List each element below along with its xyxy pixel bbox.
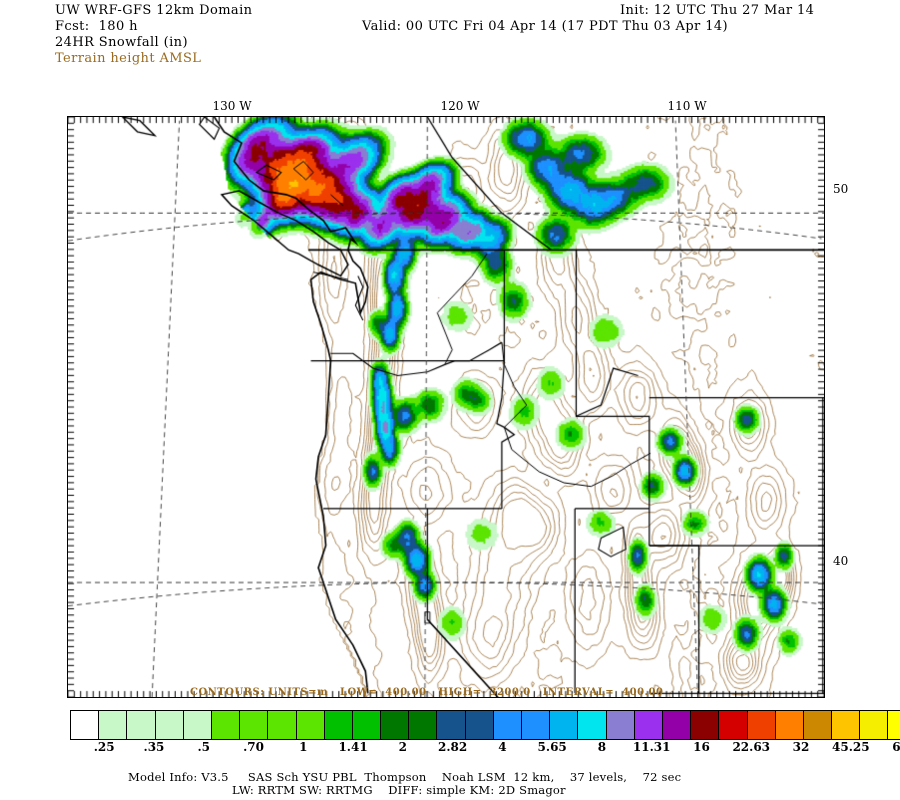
colorbar-tick-14: 32 xyxy=(792,740,810,754)
colorbar-tick-13: 22.63 xyxy=(732,740,771,754)
lat-label-1: 40 xyxy=(833,554,849,568)
colorbar-tick-2: .5 xyxy=(197,740,210,754)
colorbar-cell-6 xyxy=(240,711,269,739)
colorbar-tick-1: .35 xyxy=(143,740,165,754)
colorbar-cell-15 xyxy=(493,711,522,739)
colorbar-cell-18 xyxy=(578,711,607,739)
colorbar-cell-4 xyxy=(183,711,212,739)
colorbar-cell-25 xyxy=(775,711,804,739)
forecast-hour: Fcst: 180 h xyxy=(55,19,138,34)
model-title: UW WRF-GFS 12km Domain xyxy=(55,3,253,18)
colorbar-cell-1 xyxy=(99,711,128,739)
colorbar-cell-29 xyxy=(888,711,900,739)
colorbar-cell-13 xyxy=(437,711,466,739)
colorbar-cell-16 xyxy=(522,711,551,739)
colorbar-tick-9: 5.65 xyxy=(537,740,567,754)
colorbar-cell-22 xyxy=(691,711,720,739)
map-plot-area[interactable] xyxy=(67,116,825,698)
colorbar-tick-12: 16 xyxy=(693,740,710,754)
terrain-overlay-label: Terrain height AMSL xyxy=(55,51,202,66)
colorbar-cell-19 xyxy=(606,711,635,739)
valid-time: Valid: 00 UTC Fri 04 Apr 14 (17 PDT Thu … xyxy=(362,19,729,34)
contour-info-text: CONTOURS: UNITS=m LOW= 400.00 HIGH= 3200… xyxy=(190,687,664,698)
colorbar-cell-10 xyxy=(352,711,382,739)
colorbar-cell-28 xyxy=(860,711,889,739)
lat-label-0: 50 xyxy=(833,182,849,196)
colorbar-cell-26 xyxy=(803,711,833,739)
model-info-line2: LW: RRTM SW: RRTMG DIFF: simple KM: 2D S… xyxy=(232,783,566,797)
lon-label-0: 130 W xyxy=(212,99,252,113)
colorbar-tick-0: .25 xyxy=(93,740,115,754)
colorbar-cell-8 xyxy=(296,711,325,739)
colorbar-tick-4: 1 xyxy=(299,740,308,754)
colorbar-tick-5: 1.41 xyxy=(338,740,368,754)
colorbar-cell-20 xyxy=(634,711,663,739)
colorbar-tick-11: 11.31 xyxy=(632,740,671,754)
colorbar-cell-12 xyxy=(409,711,438,739)
colorbar-cell-2 xyxy=(127,711,156,739)
lon-label-2: 110 W xyxy=(667,99,707,113)
colorbar-cell-14 xyxy=(465,711,494,739)
colorbar-cell-9 xyxy=(324,711,353,739)
colorbar-tick-3: .70 xyxy=(243,740,264,754)
colorbar-tick-16: 64 xyxy=(892,740,900,754)
colorbar-cell-0 xyxy=(71,711,100,739)
colorbar-cell-7 xyxy=(268,711,297,739)
colorbar xyxy=(70,710,900,740)
init-time: Init: 12 UTC Thu 27 Mar 14 xyxy=(620,3,815,18)
colorbar-cell-3 xyxy=(155,711,184,739)
colorbar-cell-21 xyxy=(662,711,692,739)
colorbar-cell-23 xyxy=(719,711,748,739)
colorbar-tick-10: 8 xyxy=(597,740,607,754)
colorbar-tick-7: 2.82 xyxy=(437,740,468,754)
colorbar-tick-8: 4 xyxy=(498,740,507,754)
colorbar-cell-17 xyxy=(550,711,579,739)
field-label: 24HR Snowfall (in) xyxy=(55,35,188,50)
map-canvas[interactable] xyxy=(68,117,824,697)
colorbar-cell-24 xyxy=(747,711,776,739)
colorbar-tick-15: 45.25 xyxy=(831,740,870,754)
colorbar-tick-6: 2 xyxy=(398,740,408,754)
colorbar-cell-5 xyxy=(211,711,241,739)
lon-label-1: 120 W xyxy=(440,99,480,113)
colorbar-labels: .25 .35 .5 .70 1 1.41 2 2.82 4 5.65 8 11.31 16 22.63 3… xyxy=(70,740,900,756)
colorbar-cell-27 xyxy=(832,711,861,739)
colorbar-cell-11 xyxy=(381,711,410,739)
model-info-line1: Model Info: V3.5 SAS Sch YSU PBL Thompso… xyxy=(128,770,682,784)
